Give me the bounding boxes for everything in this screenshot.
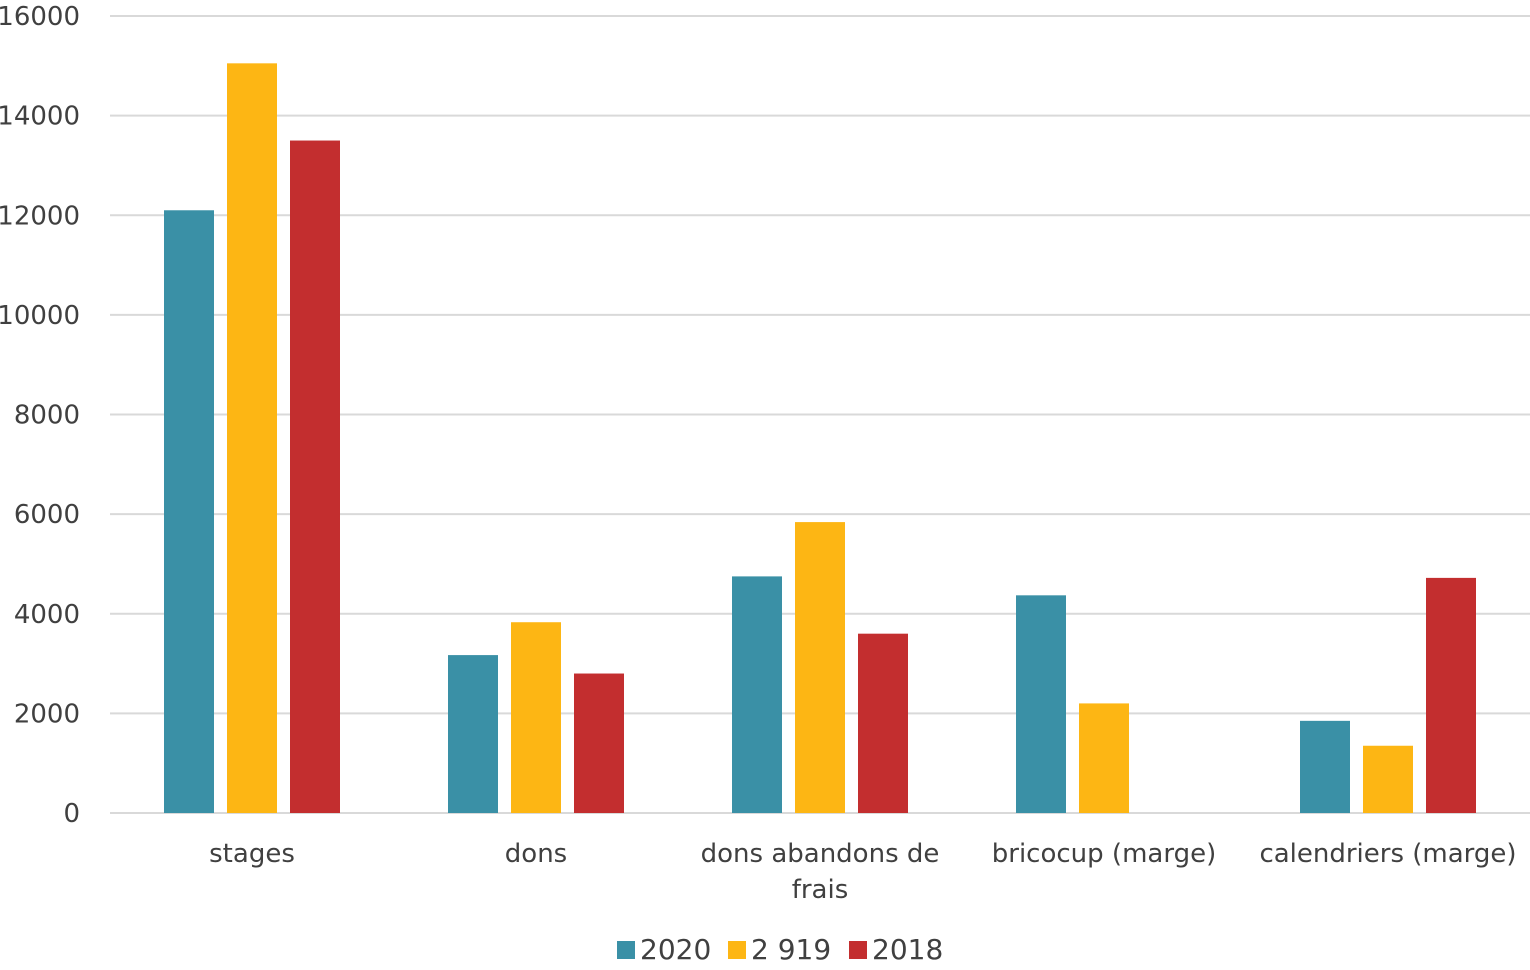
bar-2020-4 — [1300, 720, 1350, 813]
gridlines — [110, 15, 1530, 814]
y-tick-label: 0 — [63, 799, 80, 829]
legend-swatch-2020 — [617, 941, 635, 959]
bar-2020-2 — [732, 576, 782, 813]
bar-2020-1 — [448, 655, 498, 813]
bar-2919-0 — [227, 63, 277, 813]
x-axis-categories: stages dons dons abandons de frais bricocup … — [209, 839, 1516, 905]
bar-2018-0 — [290, 140, 340, 813]
y-tick-label: 8000 — [14, 401, 80, 431]
y-tick-label: 12000 — [0, 201, 80, 231]
legend-label-2020: 2020 — [640, 933, 711, 966]
y-tick-label: 14000 — [0, 102, 80, 132]
y-tick-label: 10000 — [0, 301, 80, 331]
y-tick-label: 6000 — [14, 500, 80, 530]
y-tick-label: 16000 — [0, 2, 80, 32]
x-category-label: frais — [792, 875, 849, 905]
bars — [164, 63, 1476, 814]
y-axis-ticks: 0 2000 4000 6000 8000 10000 12000 14000 16000 — [0, 2, 80, 829]
bar-2018-4 — [1426, 577, 1476, 813]
legend: 2020 2 919 2018 — [617, 933, 943, 966]
legend-swatch-2018 — [849, 941, 867, 959]
legend-label-2018: 2018 — [872, 933, 943, 966]
bar-2919-2 — [795, 522, 845, 813]
legend-swatch-2919 — [728, 941, 746, 959]
y-tick-label: 2000 — [14, 699, 80, 729]
bar-2919-1 — [511, 622, 561, 813]
y-tick-label: 4000 — [14, 600, 80, 630]
x-category-label: dons — [505, 839, 567, 869]
x-category-label: bricocup (marge) — [992, 839, 1216, 869]
x-category-label: calendriers (marge) — [1259, 839, 1516, 869]
bar-2020-0 — [164, 210, 214, 814]
legend-label-2919: 2 919 — [751, 933, 831, 966]
bar-2018-1 — [574, 673, 624, 813]
x-category-label: stages — [209, 839, 295, 869]
bar-2919-3 — [1079, 703, 1129, 813]
bar-2018-2 — [858, 633, 908, 813]
bar-2919-4 — [1363, 745, 1413, 813]
x-category-label: dons abandons de — [701, 839, 940, 869]
bar-2020-3 — [1016, 595, 1066, 813]
